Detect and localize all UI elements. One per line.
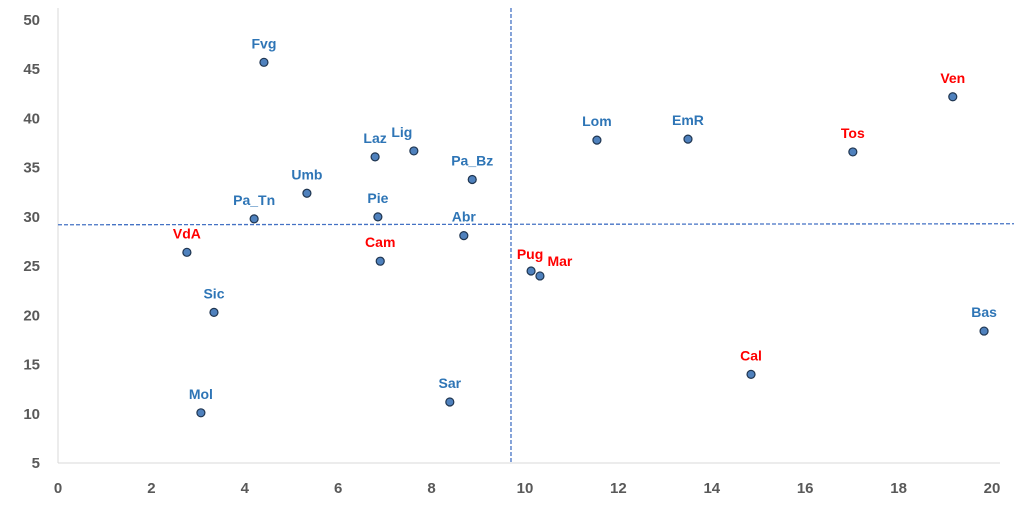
data-label: Tos: [841, 125, 865, 141]
x-tick-label: 6: [334, 480, 342, 497]
data-label: Pa_Bz: [451, 152, 493, 168]
data-label: Abr: [452, 209, 477, 225]
y-tick-label: 30: [23, 209, 40, 226]
data-point: [746, 369, 756, 379]
data-label: Pa_Tn: [233, 192, 275, 208]
data-point: [459, 230, 469, 241]
data-point: [249, 214, 259, 224]
data-point: [445, 397, 455, 407]
data-point: [370, 152, 380, 162]
x-tick-label: 4: [241, 480, 250, 497]
x-tick-label: 8: [427, 480, 435, 497]
x-tick-label: 18: [890, 480, 907, 497]
data-point: [526, 266, 536, 276]
y-tick-label: 35: [23, 160, 40, 177]
horizontal-reference-line: [57, 223, 1015, 226]
data-point: [259, 57, 269, 67]
data-label: Cal: [740, 347, 762, 363]
point-labels: Fvg Ven Lom EmR Tos Laz Lig Pa_Bz Umb Pa_Tn Pie Abr…: [173, 35, 997, 401]
data-point: [683, 134, 693, 144]
data-label: Laz: [363, 130, 386, 146]
y-tick-label: 50: [23, 12, 40, 29]
data-point: [209, 307, 219, 317]
data-label: Umb: [291, 166, 322, 182]
y-tick-label: 45: [23, 61, 40, 78]
data-label: Sic: [203, 285, 224, 301]
y-tick-label: 25: [23, 258, 40, 275]
x-tick-label: 2: [147, 480, 155, 497]
x-tick-label: 20: [984, 480, 1001, 497]
data-label: Cam: [365, 234, 395, 250]
data-label: Lig: [391, 124, 412, 140]
data-point: [848, 147, 858, 157]
x-tick-label: 10: [517, 480, 534, 497]
data-point: [535, 271, 545, 281]
data-point: [373, 212, 383, 222]
data-points: [182, 57, 989, 418]
data-point: [979, 326, 989, 336]
y-tick-label: 20: [23, 307, 40, 324]
y-tick-label: 40: [23, 110, 40, 127]
x-tick-label: 16: [797, 480, 814, 497]
data-label: Mol: [189, 386, 213, 402]
data-label: EmR: [672, 112, 704, 128]
y-tick-label: 5: [32, 455, 40, 472]
reference-lines: [57, 8, 1015, 463]
y-tick-label: 15: [23, 357, 40, 374]
data-point: [948, 92, 958, 102]
data-point: [409, 146, 419, 156]
data-label: Mar: [547, 253, 572, 269]
data-point: [592, 135, 602, 145]
x-tick-label: 14: [703, 480, 720, 497]
data-label: Pug: [517, 246, 543, 262]
axes: 0 2 4 6 8 10 12 14 16 18 20 5 10 15 20 25 30 35 40 45 50: [23, 8, 1000, 497]
data-point: [375, 256, 385, 266]
data-point: [302, 188, 312, 198]
x-tick-label: 0: [54, 480, 62, 497]
data-point: [182, 247, 192, 257]
data-point: [196, 408, 206, 418]
data-label: Lom: [582, 113, 612, 129]
x-tick-label: 12: [610, 480, 627, 497]
data-label: VdA: [173, 225, 201, 241]
y-tick-label: 10: [23, 406, 40, 423]
data-label: Bas: [971, 304, 997, 320]
data-label: Pie: [367, 190, 388, 206]
data-point: [467, 174, 477, 185]
data-label: Sar: [439, 375, 462, 391]
data-label: Ven: [940, 70, 965, 86]
data-label: Fvg: [252, 35, 277, 51]
